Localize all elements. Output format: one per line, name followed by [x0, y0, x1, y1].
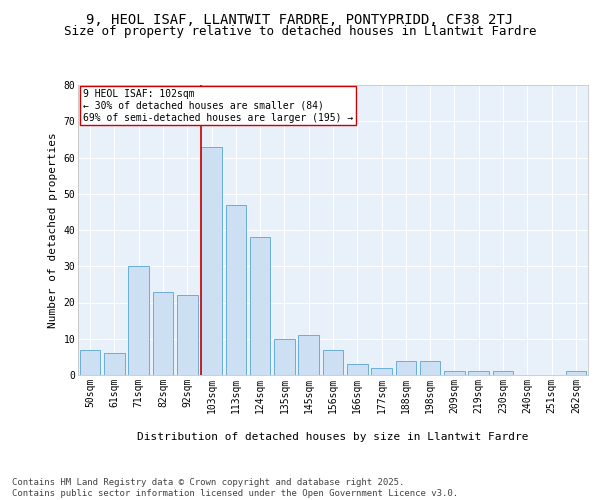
- Text: 9, HEOL ISAF, LLANTWIT FARDRE, PONTYPRIDD, CF38 2TJ: 9, HEOL ISAF, LLANTWIT FARDRE, PONTYPRID…: [86, 12, 514, 26]
- Bar: [469, 372, 489, 375]
- Bar: [347, 364, 368, 375]
- Bar: [274, 339, 295, 375]
- Bar: [323, 350, 343, 375]
- Bar: [395, 360, 416, 375]
- Bar: [298, 335, 319, 375]
- Bar: [128, 266, 149, 375]
- Bar: [444, 372, 465, 375]
- Text: Distribution of detached houses by size in Llantwit Fardre: Distribution of detached houses by size …: [137, 432, 529, 442]
- Bar: [177, 295, 197, 375]
- Y-axis label: Number of detached properties: Number of detached properties: [48, 132, 58, 328]
- Bar: [493, 372, 514, 375]
- Bar: [201, 146, 222, 375]
- Bar: [250, 238, 271, 375]
- Text: 9 HEOL ISAF: 102sqm
← 30% of detached houses are smaller (84)
69% of semi-detach: 9 HEOL ISAF: 102sqm ← 30% of detached ho…: [83, 90, 353, 122]
- Bar: [226, 204, 246, 375]
- Text: Contains HM Land Registry data © Crown copyright and database right 2025.
Contai: Contains HM Land Registry data © Crown c…: [12, 478, 458, 498]
- Bar: [80, 350, 100, 375]
- Bar: [371, 368, 392, 375]
- Bar: [152, 292, 173, 375]
- Text: Size of property relative to detached houses in Llantwit Fardre: Size of property relative to detached ho…: [64, 25, 536, 38]
- Bar: [104, 353, 125, 375]
- Bar: [566, 372, 586, 375]
- Bar: [420, 360, 440, 375]
